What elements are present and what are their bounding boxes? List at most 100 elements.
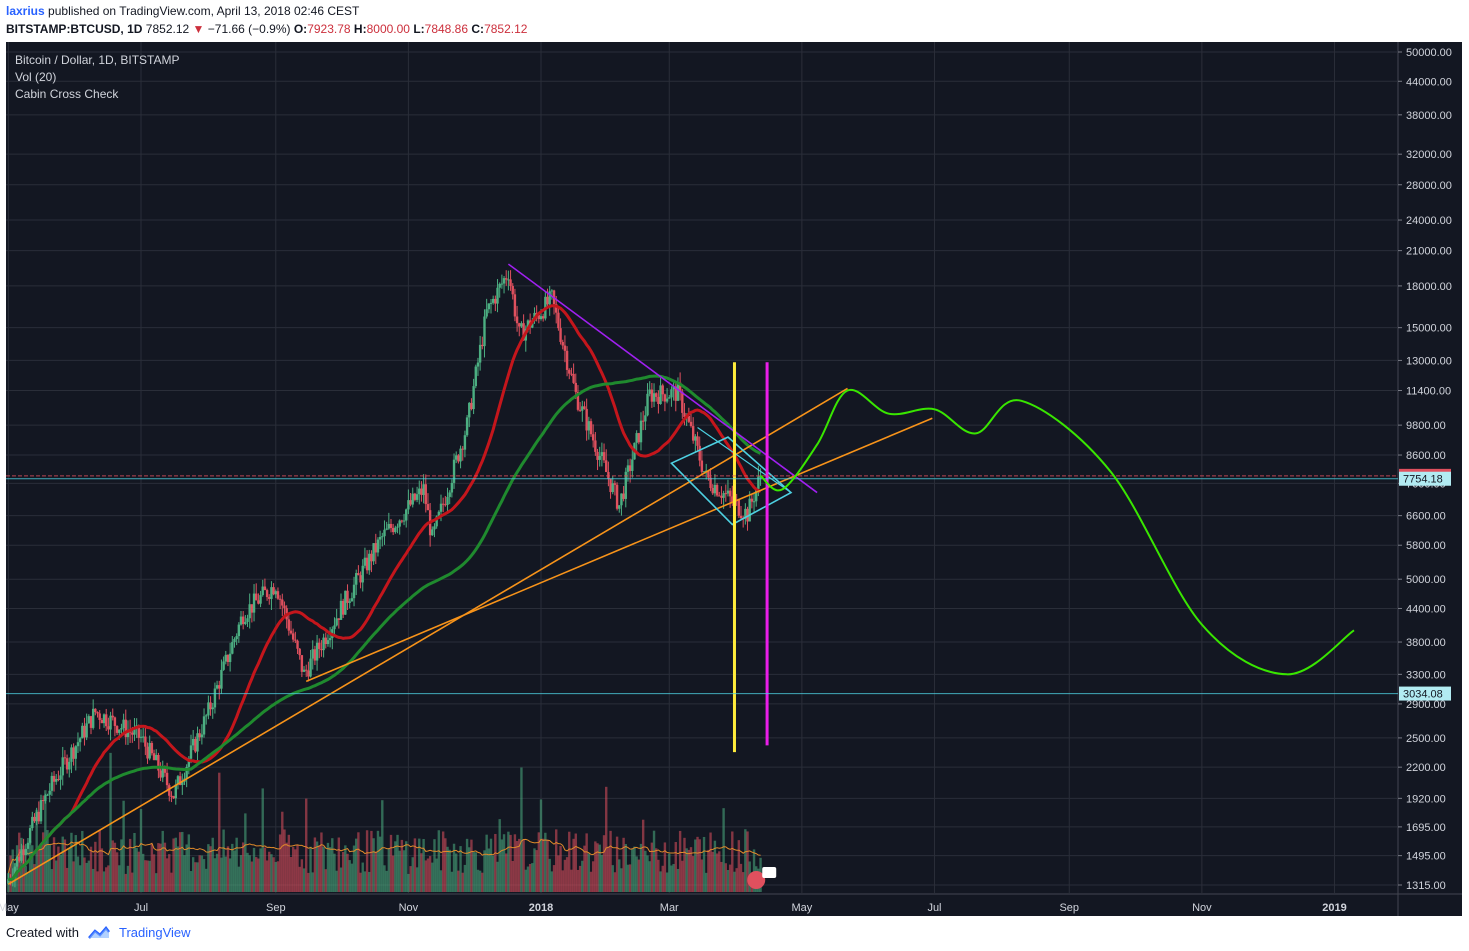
candle-body xyxy=(113,717,117,726)
candle-body xyxy=(674,386,677,401)
candle-body xyxy=(163,767,167,773)
volume-bar xyxy=(205,868,208,892)
volume-bar xyxy=(657,859,660,892)
volume-bar xyxy=(611,865,614,892)
price-tick-label: 1315.00 xyxy=(1406,880,1446,892)
volume-bar xyxy=(694,839,697,892)
volume-bar xyxy=(378,836,382,892)
candle-body xyxy=(724,493,727,495)
candle-body xyxy=(505,278,508,280)
candle-body xyxy=(618,505,621,509)
volume-bar xyxy=(446,846,449,892)
volume-bar xyxy=(602,835,606,892)
candle-body xyxy=(191,739,195,746)
low-label: L: xyxy=(413,22,425,36)
candle-body xyxy=(405,509,408,521)
volume-bar xyxy=(281,811,284,892)
candle-body xyxy=(424,484,427,505)
volume-bar xyxy=(583,845,586,892)
candle-body xyxy=(348,601,351,603)
volume-bar xyxy=(413,838,417,892)
candle-body xyxy=(659,385,662,404)
volume-bar xyxy=(646,855,649,892)
volume-bar xyxy=(598,844,601,892)
volume-bar xyxy=(470,839,473,892)
candle-body xyxy=(137,725,141,738)
volume-bar xyxy=(524,869,527,892)
volume-bar xyxy=(648,861,651,892)
volume-bar xyxy=(105,867,108,892)
candle-body xyxy=(257,600,260,604)
chart-area[interactable]: 50000.00 44000.00 38000.00 32000.00 28000.00… xyxy=(0,42,1469,918)
candle-body xyxy=(89,716,93,728)
volume-bar xyxy=(55,860,58,892)
author-link[interactable]: laxrius xyxy=(6,4,45,18)
candle-body xyxy=(394,527,397,533)
tradingview-link[interactable]: TradingView xyxy=(118,925,191,940)
candle-body xyxy=(81,725,84,739)
candle-body xyxy=(287,619,291,631)
candle-body xyxy=(420,488,423,495)
volume-bar xyxy=(215,853,219,892)
candle-body xyxy=(170,795,173,797)
time-axis-labels: May Jul Sep Nov 2018 Mar May Jul Sep Nov 2019 xyxy=(0,902,1347,914)
candle-body xyxy=(676,382,680,401)
volume-bar xyxy=(83,857,86,892)
volume-bar xyxy=(709,832,712,892)
candle-body xyxy=(578,409,582,411)
candle-body xyxy=(557,312,560,329)
volume-bar xyxy=(555,829,558,892)
candle-body xyxy=(344,590,347,615)
candle-body xyxy=(307,670,310,677)
candle-body xyxy=(689,421,693,427)
candle-body xyxy=(539,316,543,320)
time-tick-label: Jul xyxy=(927,902,941,914)
candle-body xyxy=(107,726,110,730)
volume-bar xyxy=(24,866,27,892)
moving-average-slow xyxy=(8,374,762,881)
volume-bar xyxy=(228,858,232,892)
volume-bar xyxy=(594,841,597,892)
volume-bar xyxy=(707,849,710,892)
candle-body xyxy=(26,842,30,849)
volume-bar xyxy=(465,838,469,892)
moving-average-fast xyxy=(8,304,762,881)
candle-body xyxy=(605,460,608,472)
volume-bar xyxy=(239,855,243,892)
volume-bar xyxy=(587,853,591,892)
volume-bar xyxy=(652,830,656,892)
candle-body xyxy=(220,669,223,689)
candle-body xyxy=(494,298,497,304)
volume-bar xyxy=(444,838,447,892)
volume-bar xyxy=(500,839,504,892)
candle-body xyxy=(626,465,630,472)
volume-bar xyxy=(396,834,399,892)
candle-body xyxy=(157,754,160,771)
volume-bar xyxy=(585,833,588,892)
candle-body xyxy=(431,529,434,536)
candle-body xyxy=(622,493,625,499)
candle-body xyxy=(365,557,369,571)
tradingview-logo-icon xyxy=(88,925,110,939)
candle-body xyxy=(665,398,669,402)
price-chart[interactable]: 50000.00 44000.00 38000.00 32000.00 28000.00… xyxy=(0,42,1469,918)
volume-bar xyxy=(596,843,599,892)
volume-bar xyxy=(170,872,173,892)
volume-bar xyxy=(387,848,391,892)
candle-body xyxy=(411,493,414,505)
candle-body xyxy=(641,420,645,422)
volume-bar xyxy=(491,855,495,892)
candle-body xyxy=(728,490,732,497)
volume-bar xyxy=(589,871,593,892)
volume-bar xyxy=(315,841,319,892)
candle-body xyxy=(357,573,360,576)
candle-body xyxy=(655,393,658,397)
volume-bar xyxy=(461,872,464,892)
candle-body xyxy=(20,849,23,861)
candle-body xyxy=(302,669,306,672)
price-tick-label: 50000.00 xyxy=(1406,47,1452,59)
volume-bar xyxy=(515,841,519,892)
volume-bar xyxy=(615,836,619,892)
candle-body xyxy=(576,391,580,410)
candle-body xyxy=(518,323,521,327)
